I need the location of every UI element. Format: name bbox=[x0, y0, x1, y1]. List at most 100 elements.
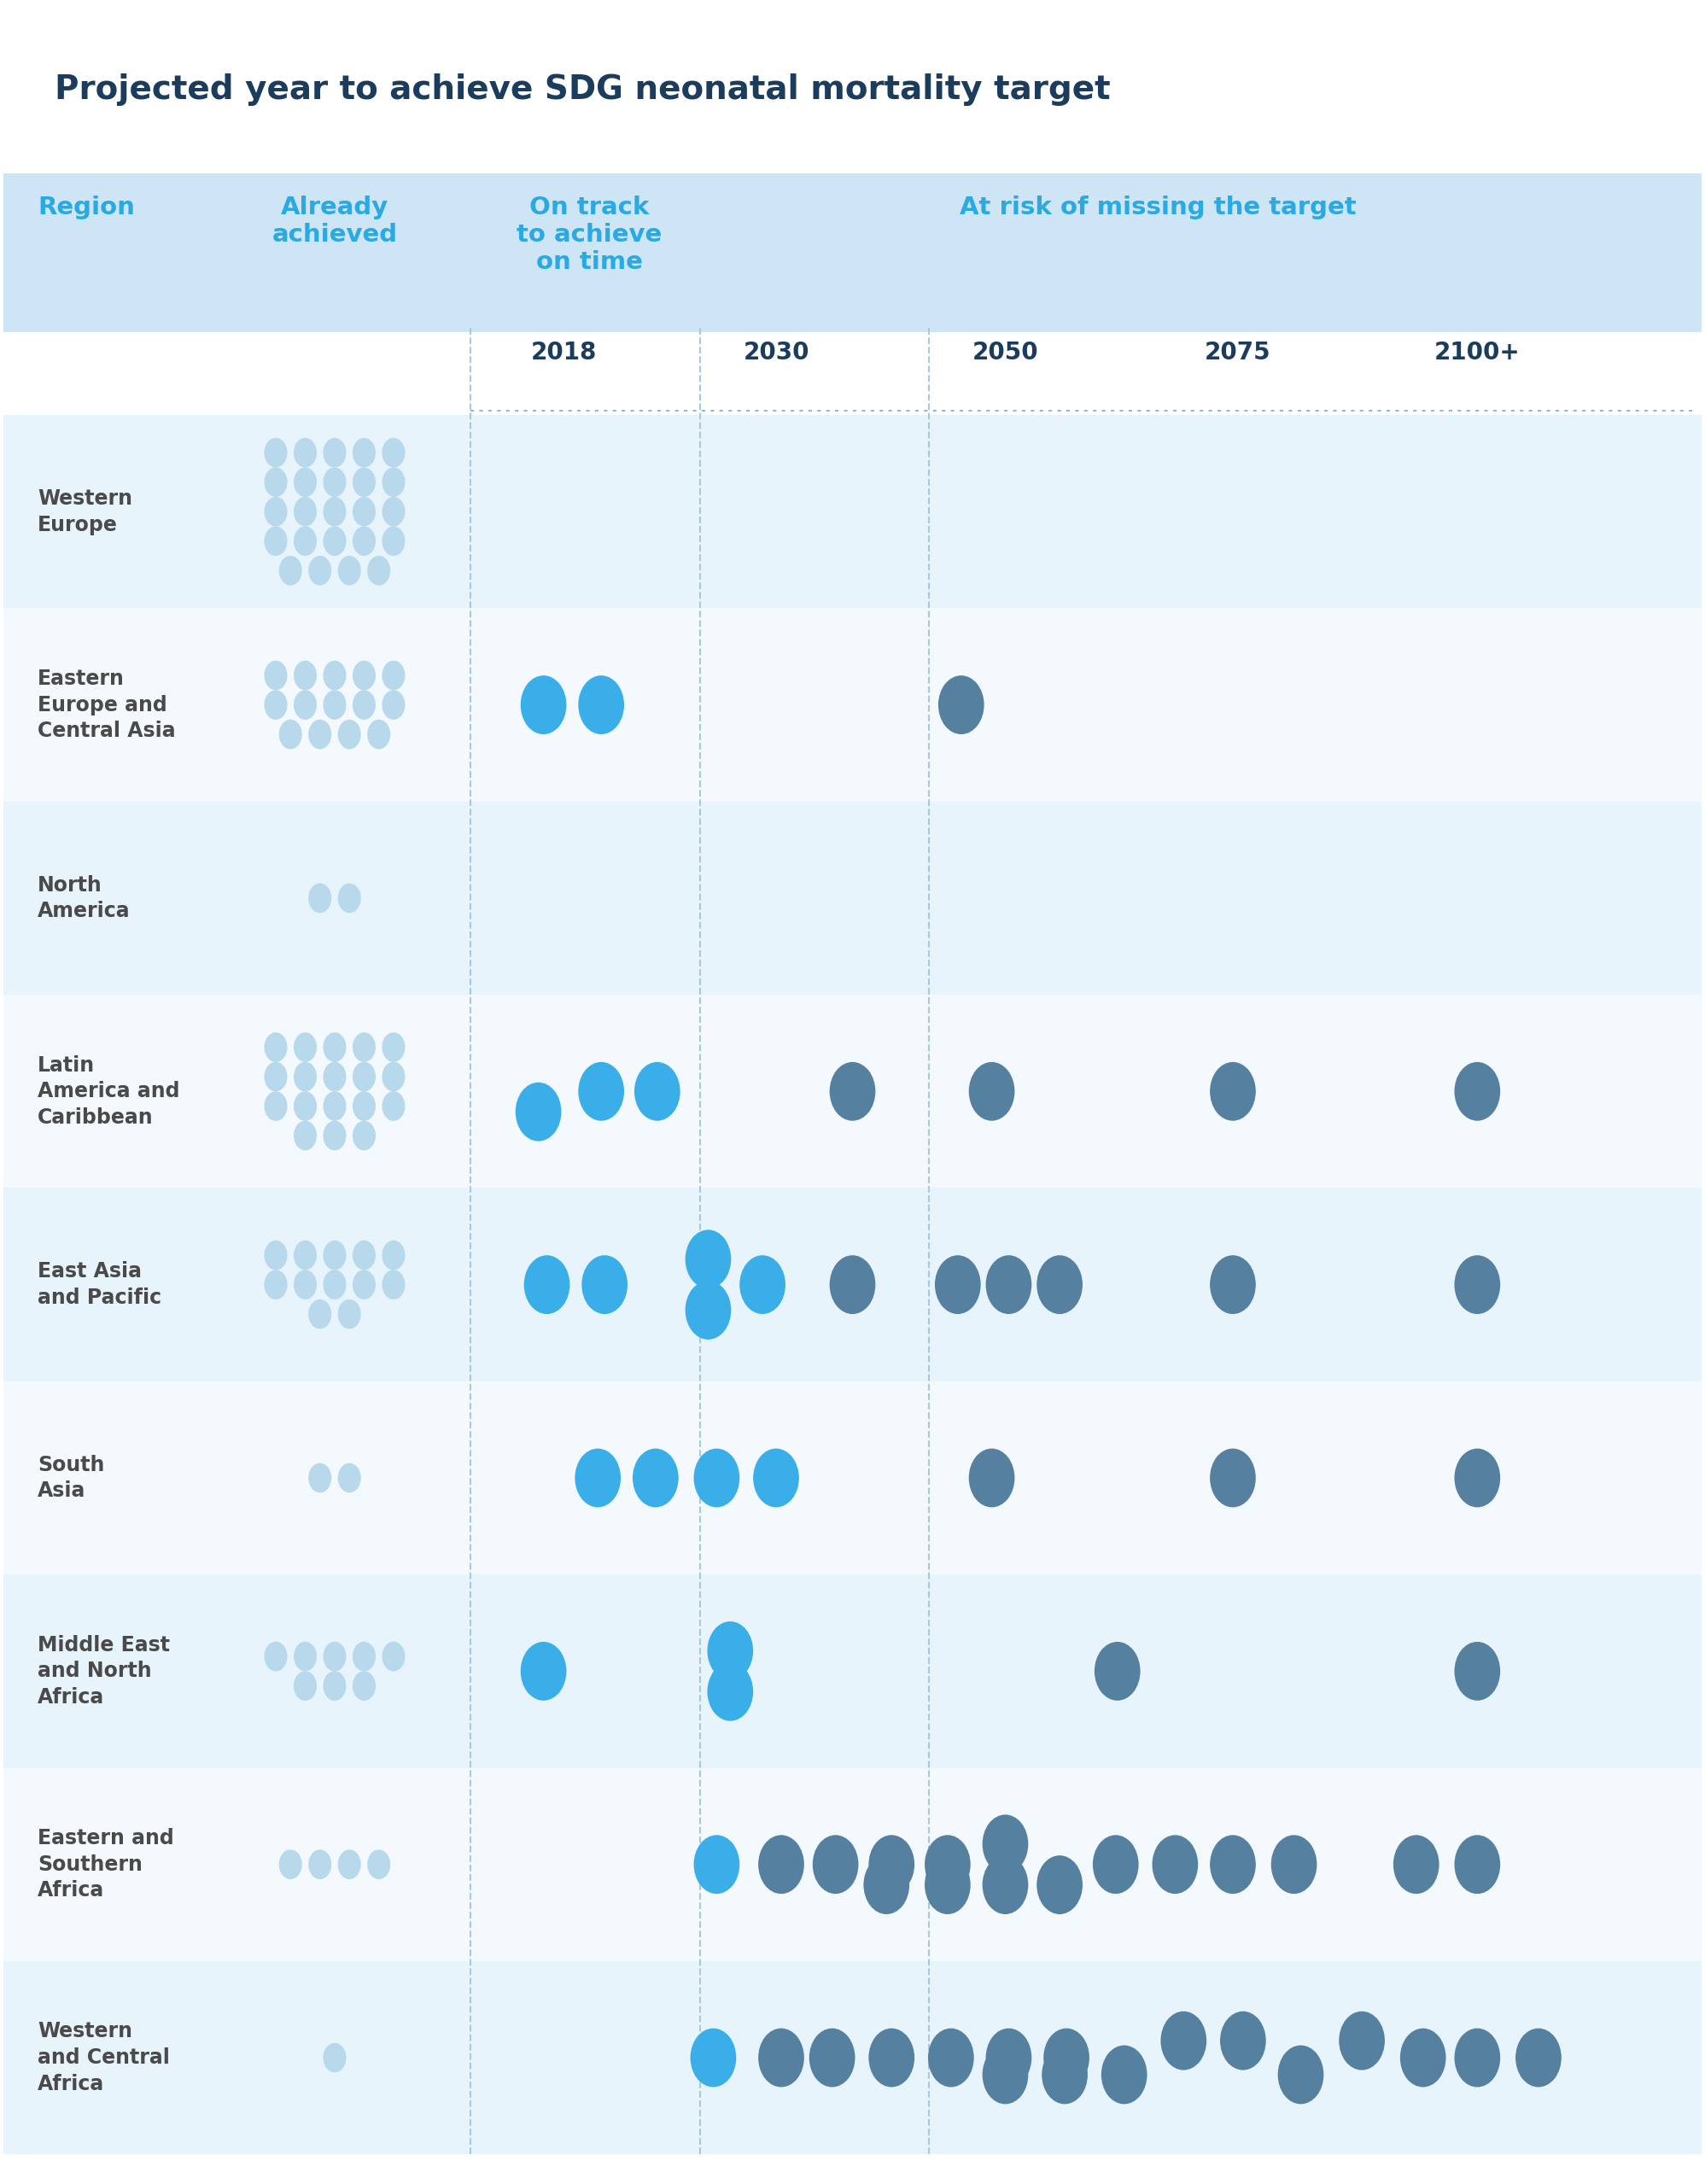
Circle shape bbox=[810, 2029, 854, 2088]
Circle shape bbox=[264, 690, 288, 721]
Circle shape bbox=[353, 1269, 375, 1299]
Circle shape bbox=[293, 1061, 317, 1092]
Circle shape bbox=[293, 1120, 317, 1151]
Text: North
America: North America bbox=[38, 876, 130, 922]
Text: Middle East
and North
Africa: Middle East and North Africa bbox=[38, 1636, 171, 1708]
Circle shape bbox=[324, 690, 346, 721]
Circle shape bbox=[324, 1642, 346, 1671]
Circle shape bbox=[382, 660, 406, 690]
Circle shape bbox=[694, 1448, 740, 1507]
Circle shape bbox=[264, 496, 288, 526]
Circle shape bbox=[968, 1448, 1014, 1507]
Circle shape bbox=[1454, 2029, 1500, 2088]
Circle shape bbox=[382, 1033, 406, 1061]
Circle shape bbox=[367, 719, 390, 749]
Circle shape bbox=[293, 690, 317, 721]
Circle shape bbox=[367, 1850, 390, 1878]
Circle shape bbox=[309, 555, 331, 585]
Circle shape bbox=[280, 719, 302, 749]
Circle shape bbox=[633, 1448, 679, 1507]
Circle shape bbox=[1454, 1448, 1500, 1507]
Circle shape bbox=[338, 882, 361, 913]
Circle shape bbox=[1211, 1448, 1257, 1507]
FancyBboxPatch shape bbox=[3, 609, 1702, 802]
Circle shape bbox=[1270, 1835, 1316, 1894]
Circle shape bbox=[353, 1120, 375, 1151]
Circle shape bbox=[338, 719, 361, 749]
Circle shape bbox=[293, 660, 317, 690]
Circle shape bbox=[324, 437, 346, 467]
Circle shape bbox=[309, 1463, 331, 1492]
FancyBboxPatch shape bbox=[3, 1767, 1702, 1961]
Circle shape bbox=[324, 660, 346, 690]
Circle shape bbox=[1454, 1061, 1500, 1120]
Circle shape bbox=[1454, 1835, 1500, 1894]
Circle shape bbox=[520, 675, 566, 734]
Circle shape bbox=[264, 660, 288, 690]
Circle shape bbox=[382, 690, 406, 721]
Text: Region: Region bbox=[38, 194, 135, 218]
Circle shape bbox=[264, 1642, 288, 1671]
Circle shape bbox=[1042, 2044, 1088, 2103]
Circle shape bbox=[353, 1033, 375, 1061]
Circle shape bbox=[382, 1092, 406, 1120]
Circle shape bbox=[982, 1815, 1028, 1874]
Circle shape bbox=[759, 2029, 805, 2088]
Circle shape bbox=[1211, 1061, 1257, 1120]
Circle shape bbox=[938, 675, 984, 734]
Circle shape bbox=[1221, 2011, 1265, 2070]
Circle shape bbox=[863, 1856, 909, 1913]
Circle shape bbox=[382, 526, 406, 557]
Circle shape bbox=[280, 1850, 302, 1878]
Circle shape bbox=[515, 1083, 561, 1142]
Circle shape bbox=[1043, 2029, 1089, 2088]
Circle shape bbox=[1101, 2044, 1147, 2103]
Circle shape bbox=[924, 1835, 970, 1894]
Circle shape bbox=[353, 496, 375, 526]
Circle shape bbox=[324, 1033, 346, 1061]
Circle shape bbox=[1161, 2011, 1207, 2070]
Circle shape bbox=[338, 1299, 361, 1328]
Text: Latin
America and
Caribbean: Latin America and Caribbean bbox=[38, 1055, 179, 1127]
Circle shape bbox=[324, 1120, 346, 1151]
Circle shape bbox=[324, 1671, 346, 1701]
Circle shape bbox=[367, 555, 390, 585]
Circle shape bbox=[293, 1241, 317, 1269]
FancyBboxPatch shape bbox=[3, 1380, 1702, 1575]
Text: South
Asia: South Asia bbox=[38, 1455, 104, 1500]
Circle shape bbox=[1037, 1856, 1083, 1913]
Circle shape bbox=[382, 496, 406, 526]
Text: 2018: 2018 bbox=[530, 341, 597, 365]
Text: 2075: 2075 bbox=[1205, 341, 1270, 365]
Circle shape bbox=[868, 1835, 914, 1894]
Circle shape bbox=[264, 1241, 288, 1269]
Circle shape bbox=[264, 526, 288, 557]
Text: Eastern
Europe and
Central Asia: Eastern Europe and Central Asia bbox=[38, 668, 176, 740]
Circle shape bbox=[634, 1061, 680, 1120]
Circle shape bbox=[293, 1642, 317, 1671]
Circle shape bbox=[759, 1835, 805, 1894]
Circle shape bbox=[813, 1835, 858, 1894]
Circle shape bbox=[1037, 1256, 1083, 1315]
Circle shape bbox=[264, 1061, 288, 1092]
Text: Western
and Central
Africa: Western and Central Africa bbox=[38, 2020, 171, 2094]
Circle shape bbox=[754, 1448, 800, 1507]
Circle shape bbox=[309, 882, 331, 913]
Circle shape bbox=[264, 1033, 288, 1061]
Circle shape bbox=[264, 1269, 288, 1299]
Text: East Asia
and Pacific: East Asia and Pacific bbox=[38, 1262, 162, 1308]
Circle shape bbox=[382, 437, 406, 467]
Text: Projected year to achieve SDG neonatal mortality target: Projected year to achieve SDG neonatal m… bbox=[55, 74, 1110, 105]
Circle shape bbox=[1093, 1835, 1139, 1894]
Circle shape bbox=[293, 467, 317, 498]
Circle shape bbox=[353, 526, 375, 557]
Text: On track
to achieve
on time: On track to achieve on time bbox=[517, 194, 662, 275]
Circle shape bbox=[694, 1835, 740, 1894]
Circle shape bbox=[968, 1061, 1014, 1120]
Circle shape bbox=[1454, 1642, 1500, 1701]
Circle shape bbox=[581, 1256, 627, 1315]
Text: 2030: 2030 bbox=[743, 341, 810, 365]
Circle shape bbox=[293, 1092, 317, 1120]
Circle shape bbox=[685, 1230, 731, 1289]
Circle shape bbox=[740, 1256, 786, 1315]
